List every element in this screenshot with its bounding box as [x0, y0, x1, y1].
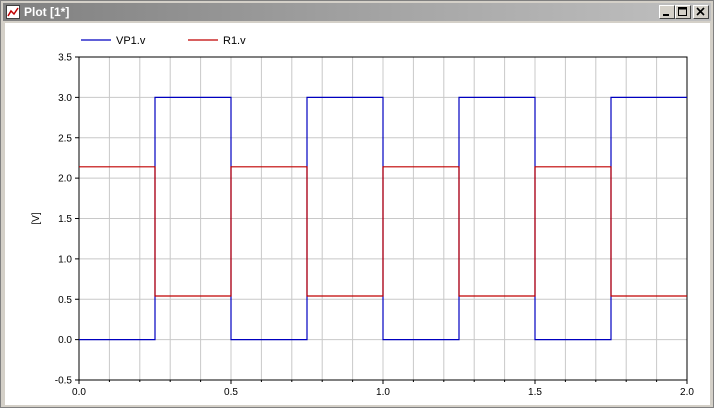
x-tick-label: 0.5 [224, 387, 238, 398]
title-bar[interactable]: Plot [1*] [3, 3, 711, 21]
y-tick-label: 1.5 [58, 214, 72, 225]
close-icon[interactable] [693, 5, 709, 19]
y-tick-label: 3.0 [58, 93, 72, 104]
window-controls [659, 5, 709, 19]
x-tick-label: 1.5 [528, 387, 542, 398]
x-tick-label: 1.0 [376, 387, 390, 398]
plot-area[interactable]: 0.0 0.5 1.0 1.5 2.0 3.5 3.0 2.5 2.0 1.5 1.0 0.5 0.0-… [5, 23, 710, 405]
line-chart[interactable]: 0.0 0.5 1.0 1.5 2.03.53.02.52.01.51.00.50.0-… [5, 23, 710, 405]
x-tick-label: 2.0 [680, 387, 694, 398]
y-tick-label: -0.5 [55, 376, 73, 387]
x-tick-label: 0.0 [72, 387, 86, 398]
window-title: Plot [1*] [24, 5, 70, 19]
minimize-icon[interactable] [659, 5, 675, 19]
legend-label[interactable]: VP1.v [116, 35, 146, 47]
ticks: 0.0 0.5 1.0 1.5 2.03.53.02.52.01.51.00.50.0-… [55, 53, 695, 399]
y-tick-label: 3.5 [58, 53, 72, 64]
y-tick-label: 2.0 [58, 174, 72, 185]
series-line-r1-v[interactable] [79, 166, 687, 297]
y-tick-label: 2.5 [58, 133, 72, 144]
y-tick-label: 0.0 [58, 335, 72, 346]
series-lines [79, 96, 687, 341]
maximize-icon[interactable] [675, 5, 691, 19]
y-tick-label: 1.0 [58, 254, 72, 265]
y-tick-label: 0.5 [58, 295, 72, 306]
legend-label[interactable]: R1.v [223, 35, 246, 47]
plot-app-icon[interactable] [6, 5, 20, 19]
y-axis-label: [V] [31, 212, 42, 224]
legend: VP1.v R1.v [81, 35, 246, 47]
